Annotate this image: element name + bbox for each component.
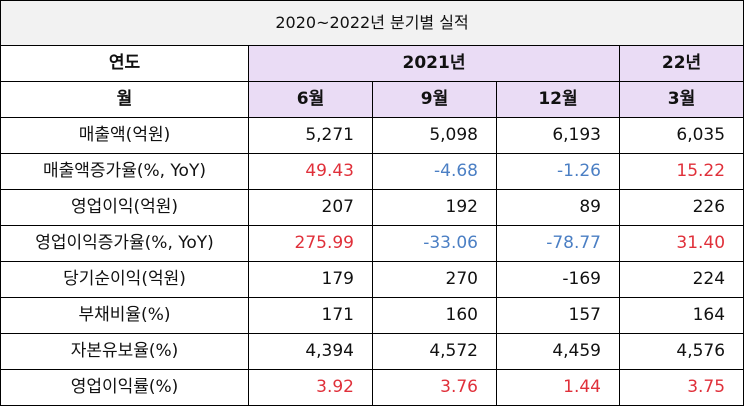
value-cell: 224 — [618, 261, 744, 298]
value-cell: -33.06 — [372, 225, 497, 262]
row-label: 매출액(억원) — [0, 117, 249, 154]
value-cell: 3.75 — [618, 369, 744, 406]
table-row: 당기순이익(억원) 179 270 -169 224 — [0, 261, 744, 298]
value-cell: 4,572 — [372, 333, 497, 370]
value-cell: 226 — [618, 189, 744, 226]
month-header-6: 6월 — [248, 81, 373, 118]
year-label: 연도 — [0, 45, 249, 82]
year-header-row: 연도 2021년 22년 — [0, 45, 744, 82]
value-cell: 192 — [372, 189, 497, 226]
month-label: 월 — [0, 81, 249, 118]
row-label: 매출액증가율(%, YoY) — [0, 153, 249, 190]
table-row: 부채비율(%) 171 160 157 164 — [0, 297, 744, 334]
month-header-9: 9월 — [372, 81, 497, 118]
value-cell: 89 — [496, 189, 620, 226]
month-header-12: 12월 — [496, 81, 620, 118]
value-cell: 160 — [372, 297, 497, 334]
row-label: 영업이익증가율(%, YoY) — [0, 225, 249, 262]
row-label: 당기순이익(억원) — [0, 261, 249, 298]
value-cell: 6,035 — [618, 117, 744, 154]
value-cell: 4,459 — [496, 333, 620, 370]
row-label: 영업이익(억원) — [0, 189, 249, 226]
table-row: 매출액(억원) 5,271 5,098 6,193 6,035 — [0, 117, 744, 154]
table-row: 영업이익증가율(%, YoY) 275.99 -33.06 -78.77 31.40 — [0, 225, 744, 262]
value-cell: 5,098 — [372, 117, 497, 154]
value-cell: 179 — [248, 261, 373, 298]
row-label: 자본유보율(%) — [0, 333, 249, 370]
value-cell: 207 — [248, 189, 373, 226]
month-header-row: 월 6월 9월 12월 3월 — [0, 81, 744, 118]
title-row: 2020~2022년 분기별 실적 — [0, 0, 744, 46]
value-cell: 1.44 — [496, 369, 620, 406]
value-cell: 3.92 — [248, 369, 373, 406]
value-cell: 3.76 — [372, 369, 497, 406]
value-cell: -78.77 — [496, 225, 620, 262]
value-cell: -1.26 — [496, 153, 620, 190]
table-row: 영업이익률(%) 3.92 3.76 1.44 3.75 — [0, 369, 744, 406]
value-cell: -4.68 — [372, 153, 497, 190]
table-row: 자본유보율(%) 4,394 4,572 4,459 4,576 — [0, 333, 744, 370]
row-label: 영업이익률(%) — [0, 369, 249, 406]
value-cell: -169 — [496, 261, 620, 298]
year-2021-header: 2021년 — [248, 45, 620, 82]
value-cell: 4,576 — [618, 333, 744, 370]
table-row: 매출액증가율(%, YoY) 49.43 -4.68 -1.26 15.22 — [0, 153, 744, 190]
value-cell: 6,193 — [496, 117, 620, 154]
value-cell: 5,271 — [248, 117, 373, 154]
value-cell: 15.22 — [618, 153, 744, 190]
value-cell: 164 — [618, 297, 744, 334]
value-cell: 270 — [372, 261, 497, 298]
year-22-header: 22년 — [618, 45, 744, 82]
value-cell: 157 — [496, 297, 620, 334]
month-header-3: 3월 — [618, 81, 744, 118]
table-row: 영업이익(억원) 207 192 89 226 — [0, 189, 744, 226]
value-cell: 171 — [248, 297, 373, 334]
value-cell: 275.99 — [248, 225, 373, 262]
value-cell: 4,394 — [248, 333, 373, 370]
value-cell: 31.40 — [618, 225, 744, 262]
value-cell: 49.43 — [248, 153, 373, 190]
row-label: 부채비율(%) — [0, 297, 249, 334]
table-title: 2020~2022년 분기별 실적 — [0, 0, 744, 46]
